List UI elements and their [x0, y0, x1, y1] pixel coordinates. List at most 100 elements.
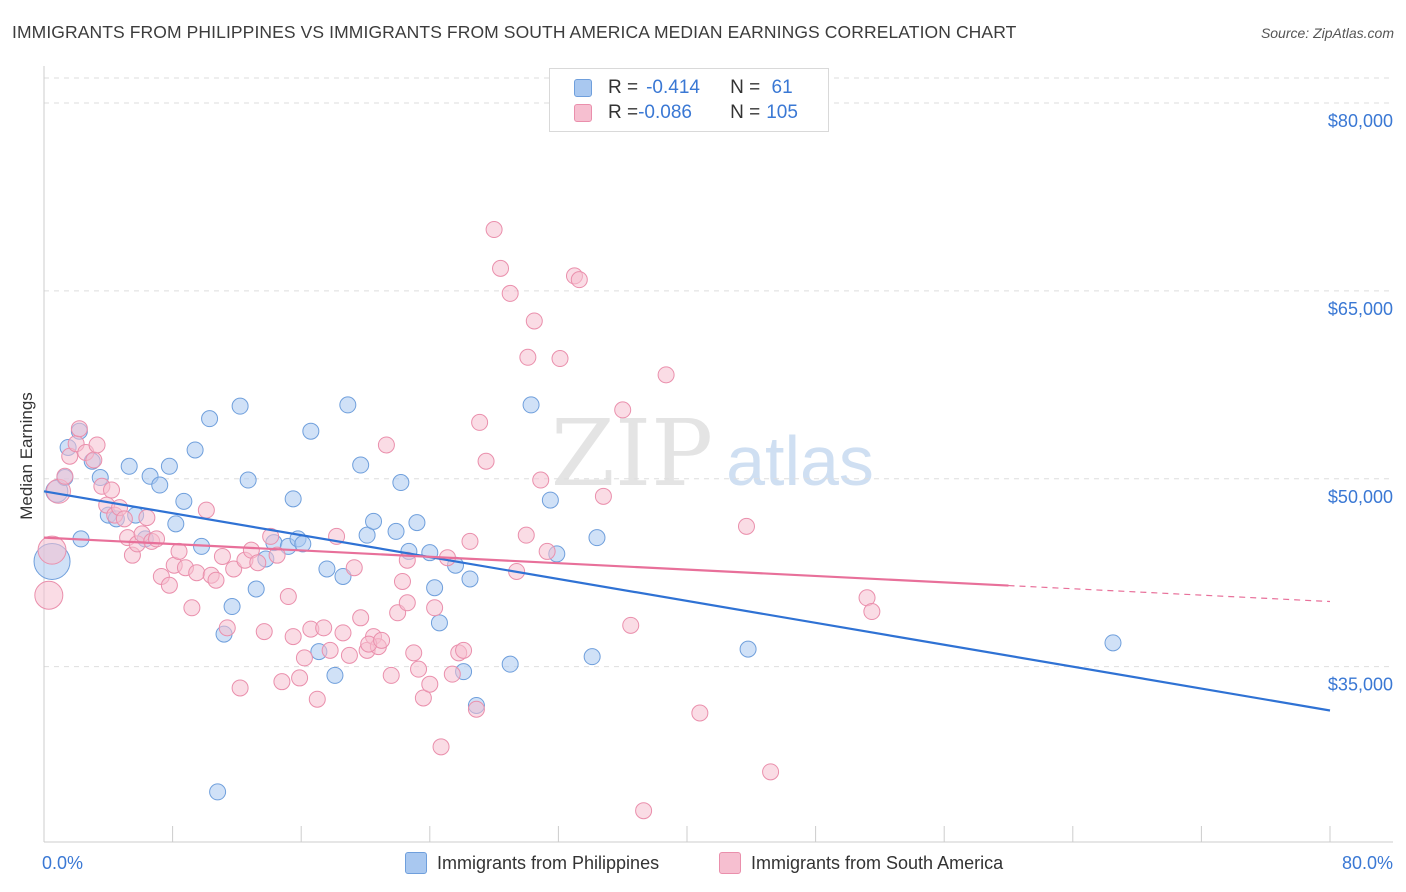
south-america-point — [70, 420, 88, 438]
south-america-point — [225, 560, 243, 578]
south-america-point — [762, 763, 780, 781]
series-swatch-blue — [405, 852, 427, 874]
south-america-point — [255, 623, 273, 641]
philippines-point — [247, 580, 265, 598]
series-name: Immigrants from Philippines — [437, 852, 660, 873]
south-america-point — [405, 644, 423, 662]
south-america-point — [273, 673, 291, 691]
south-america-point — [56, 467, 74, 485]
legend-r-label: R = — [608, 102, 639, 123]
south-america-point — [334, 624, 352, 642]
legend-n-label: N = — [730, 102, 761, 123]
south-america-point — [340, 646, 358, 664]
philippines-point — [339, 396, 357, 414]
south-america-trend-line — [43, 536, 1009, 587]
south-america-point — [432, 738, 450, 756]
south-america-point — [455, 641, 473, 659]
chart-title: IMMIGRANTS FROM PHILIPPINES VS IMMIGRANT… — [12, 22, 1017, 42]
south-america-point — [471, 413, 489, 431]
philippines-point — [231, 397, 249, 415]
south-america-point — [213, 547, 231, 565]
south-america-point — [737, 517, 755, 535]
south-america-point — [691, 704, 709, 722]
south-america-point — [377, 436, 395, 454]
south-america-point — [414, 689, 432, 707]
axes — [43, 66, 1393, 843]
watermark-zip: ZIP — [551, 400, 713, 507]
trend-lines — [43, 490, 1331, 712]
watermark-atlas: atlas — [726, 422, 874, 500]
philippines-point — [223, 598, 241, 616]
philippines-point — [522, 396, 540, 414]
legend-swatch-pink — [574, 104, 592, 122]
philippines-point — [541, 491, 559, 509]
south-america-point — [291, 669, 309, 687]
legend-swatch-blue — [574, 79, 592, 97]
philippines-point — [120, 457, 138, 475]
chart-source: Source: ZipAtlas.com — [1260, 25, 1394, 41]
south-america-point — [594, 487, 612, 505]
philippines-point — [167, 515, 185, 533]
philippines-point — [326, 666, 344, 684]
philippines-point — [408, 514, 426, 532]
south-america-point — [519, 348, 537, 366]
south-america-point — [525, 312, 543, 330]
philippines-point — [430, 614, 448, 632]
philippines-point — [175, 492, 193, 510]
south-america-point — [85, 451, 103, 469]
watermark: ZIP atlas — [551, 400, 874, 507]
south-america-point — [170, 542, 188, 560]
tick-labels: $35,000 $50,000 $65,000 $80,000 0.0% 80.0% — [42, 111, 1393, 873]
y-tick-label: $50,000 — [1328, 487, 1393, 507]
series-name: Immigrants from South America — [751, 852, 1004, 873]
south-america-point — [467, 700, 485, 718]
south-america-point — [393, 572, 411, 590]
south-america-point — [37, 535, 67, 565]
south-america-point — [382, 666, 400, 684]
philippines-point — [358, 526, 376, 544]
south-america-point — [657, 366, 675, 384]
philippines-point — [186, 441, 204, 459]
philippines-point — [392, 474, 410, 492]
philippines-point — [160, 457, 178, 475]
philippines-point — [302, 422, 320, 440]
y-tick-label: $65,000 — [1328, 299, 1393, 319]
series-swatch-pink — [719, 852, 741, 874]
south-america-point — [197, 501, 215, 519]
south-america-point — [517, 526, 535, 544]
legend-row-south-america: R = -0.086 N = 105 — [574, 101, 798, 125]
philippines-point — [739, 640, 757, 658]
south-america-point — [183, 599, 201, 617]
philippines-point — [426, 579, 444, 597]
legend-n-label: N = — [730, 77, 761, 98]
south-america-point — [262, 527, 280, 545]
south-america-point — [501, 284, 519, 302]
south-america-point — [249, 554, 267, 572]
south-america-point — [622, 616, 640, 634]
series-legend-philippines: Immigrants from Philippines — [405, 852, 659, 874]
gridlines — [44, 77, 1393, 668]
south-america-point — [492, 259, 510, 277]
philippines-point — [365, 512, 383, 530]
correlation-legend: R = -0.414 N = 61 R = -0.086 N = 105 — [549, 68, 829, 132]
south-america-point — [268, 546, 286, 564]
south-america-point — [538, 542, 556, 560]
philippines-point — [461, 570, 479, 588]
philippines-point — [201, 410, 219, 428]
legend-n-value: 105 — [766, 102, 798, 123]
philippines-point — [588, 529, 606, 547]
data-points — [33, 221, 1122, 820]
south-america-point — [421, 675, 439, 693]
legend-r-value: -0.086 — [638, 102, 692, 123]
philippines-point — [352, 456, 370, 474]
y-tick-label: $35,000 — [1328, 675, 1393, 695]
south-america-point — [231, 679, 249, 697]
south-america-point — [308, 690, 326, 708]
south-america-point — [103, 481, 121, 499]
y-axis-label: Median Earnings — [17, 392, 36, 520]
south-america-point — [295, 649, 313, 667]
philippines-trend-line — [43, 490, 1331, 712]
y-tick-label: $80,000 — [1328, 111, 1393, 131]
south-america-point — [188, 564, 206, 582]
